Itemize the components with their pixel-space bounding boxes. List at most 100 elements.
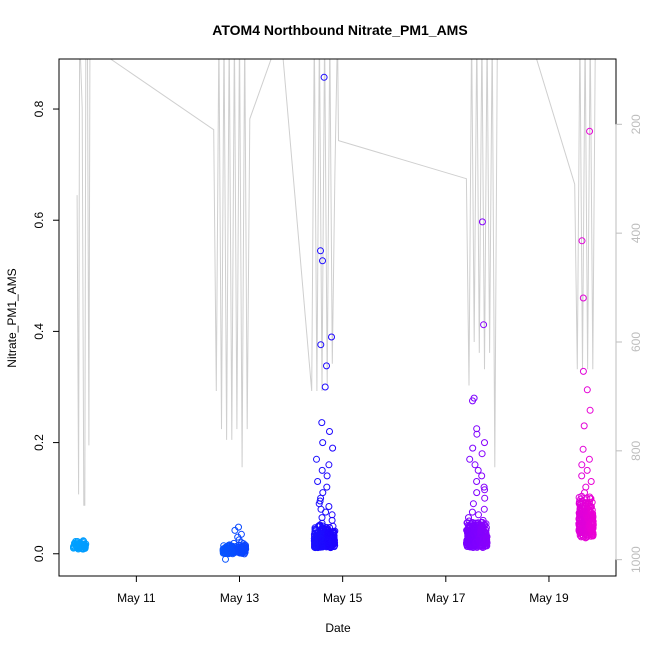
data-point xyxy=(578,461,586,469)
data-point xyxy=(316,530,324,538)
data-point xyxy=(330,533,338,541)
data-point xyxy=(479,536,487,544)
data-point xyxy=(314,478,322,485)
data-point xyxy=(319,522,327,530)
data-point xyxy=(227,546,235,554)
data-point xyxy=(578,237,586,245)
x-axis-label: Date xyxy=(325,621,351,635)
data-point xyxy=(576,516,584,524)
data-point xyxy=(71,540,79,548)
y-tick-label-2: 0.4 xyxy=(32,323,46,340)
data-point xyxy=(588,518,596,526)
data-point xyxy=(473,478,481,485)
data-point xyxy=(483,536,491,544)
data-point xyxy=(582,500,590,508)
data-point xyxy=(580,422,588,430)
y-tick-label-0: 0.0 xyxy=(32,545,46,562)
data-point xyxy=(466,455,474,463)
y2-tick-label-0: 200 xyxy=(629,114,643,134)
data-point xyxy=(478,218,486,226)
x-axis: May 11 May 13 May 15 May 17 May 19 xyxy=(117,576,569,605)
altitude-trace-layer xyxy=(76,59,596,506)
data-point xyxy=(480,505,488,513)
data-point xyxy=(583,533,591,541)
data-point xyxy=(585,455,593,463)
data-point xyxy=(329,444,337,452)
data-point xyxy=(329,528,337,536)
data-point xyxy=(323,472,331,480)
scatter-points-layer xyxy=(70,73,597,563)
data-point xyxy=(469,444,477,452)
data-point xyxy=(328,516,336,524)
data-point xyxy=(579,525,587,533)
data-point xyxy=(468,508,476,516)
y2-tick-label-1: 400 xyxy=(629,223,643,243)
data-point xyxy=(319,489,327,497)
data-point xyxy=(323,483,331,491)
data-point xyxy=(475,511,482,519)
data-point xyxy=(326,428,333,435)
data-point xyxy=(473,430,481,438)
data-point xyxy=(469,397,476,405)
x-tick-label-1: May 13 xyxy=(220,591,260,605)
data-point xyxy=(579,445,587,453)
data-point xyxy=(313,455,320,463)
data-point xyxy=(579,367,587,375)
data-point xyxy=(224,546,232,554)
y-tick-label-4: 0.8 xyxy=(32,100,46,117)
data-point xyxy=(318,514,326,522)
data-point xyxy=(478,450,486,458)
data-point xyxy=(319,257,326,265)
data-point xyxy=(325,461,333,469)
data-point xyxy=(325,543,333,550)
data-point xyxy=(467,520,475,528)
data-point xyxy=(479,527,487,534)
data-point xyxy=(474,466,482,474)
data-point xyxy=(580,504,588,512)
data-point xyxy=(235,523,242,531)
data-point xyxy=(481,439,488,447)
x-tick-label-4: May 19 xyxy=(529,591,569,605)
y2-tick-label-2: 600 xyxy=(629,332,643,352)
altitude-trace-line xyxy=(76,59,596,506)
data-point xyxy=(587,478,595,485)
data-point xyxy=(469,522,477,530)
data-point xyxy=(73,538,81,545)
data-point xyxy=(579,294,587,302)
secondary-y-axis: 200 400 600 800 1000 xyxy=(615,114,643,573)
data-point xyxy=(580,507,588,515)
data-point xyxy=(328,511,336,519)
data-point xyxy=(239,548,247,556)
data-point xyxy=(328,333,335,341)
x-tick-label-0: May 11 xyxy=(117,591,156,605)
data-point xyxy=(481,486,489,494)
data-point xyxy=(583,466,591,474)
data-point xyxy=(480,321,488,329)
data-point xyxy=(586,406,594,414)
data-point xyxy=(479,516,487,524)
data-point xyxy=(477,530,485,538)
data-point xyxy=(587,509,595,517)
data-point xyxy=(577,521,585,529)
data-point xyxy=(469,500,477,508)
data-point xyxy=(321,383,329,391)
data-point xyxy=(469,519,477,527)
data-point xyxy=(318,466,326,474)
y-tick-label-3: 0.6 xyxy=(32,212,46,229)
data-point xyxy=(583,386,591,394)
y2-tick-label-4: 1000 xyxy=(629,546,643,573)
data-point xyxy=(473,489,481,497)
data-point xyxy=(316,521,324,529)
data-point xyxy=(478,472,486,480)
data-point xyxy=(576,532,584,539)
y-axis-label: Nitrate_PM1_AMS xyxy=(5,268,19,367)
data-point xyxy=(587,519,595,527)
data-point xyxy=(231,526,239,534)
x-tick-label-2: May 15 xyxy=(323,591,363,605)
data-point xyxy=(471,461,479,469)
y-axis: 0.0 0.2 0.4 0.6 0.8 xyxy=(32,100,59,562)
data-point xyxy=(319,439,327,447)
data-point xyxy=(325,503,333,510)
data-point xyxy=(320,73,328,81)
data-point xyxy=(324,531,332,539)
